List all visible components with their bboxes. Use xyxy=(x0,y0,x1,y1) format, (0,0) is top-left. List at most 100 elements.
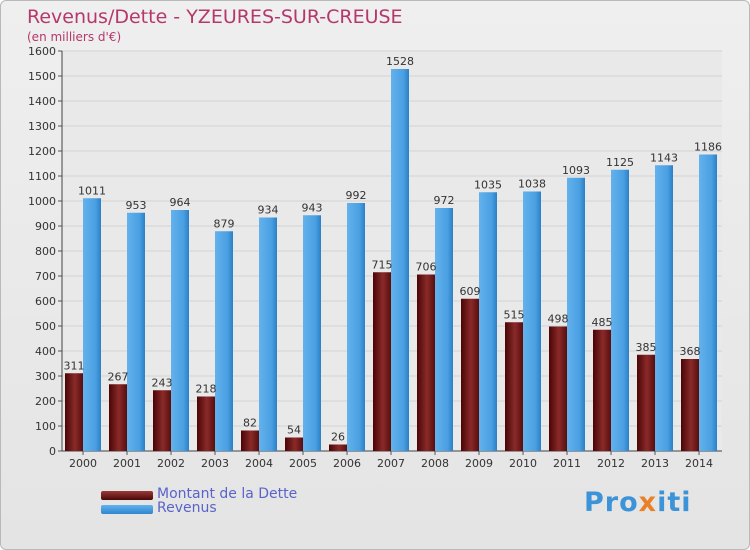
chart-title: Revenus/Dette - YZEURES-SUR-CREUSE xyxy=(27,6,403,28)
bar-revenue-2003 xyxy=(215,231,233,451)
bar-revenue-2008 xyxy=(435,208,453,451)
logo-text-x: x xyxy=(638,487,658,518)
bar-revenue-2011 xyxy=(567,177,585,451)
bar-revenue-2005 xyxy=(303,215,321,451)
data-label-revenue-2008: 972 xyxy=(434,194,455,207)
bar-debt-2001 xyxy=(109,384,127,451)
logo-text-end: iti xyxy=(657,487,692,518)
y-tick-label-0: 0 xyxy=(49,445,56,458)
y-tick-label-300: 300 xyxy=(35,370,56,383)
x-tick-label-2014: 2014 xyxy=(685,457,713,470)
legend-label-debt: Montant de la Dette xyxy=(157,486,298,502)
data-label-revenue-2006: 992 xyxy=(346,189,367,202)
x-tick-label-2010: 2010 xyxy=(509,457,537,470)
x-tick-label-2011: 2011 xyxy=(553,457,581,470)
bar-debt-2007 xyxy=(373,272,391,451)
y-tick-label-400: 400 xyxy=(35,345,56,358)
data-label-revenue-2014: 1186 xyxy=(694,141,722,154)
bar-debt-2010 xyxy=(505,322,523,451)
proxiti-logo: Proxiti xyxy=(584,487,692,518)
legend-swatch-debt xyxy=(101,491,153,500)
y-tick-label-800: 800 xyxy=(35,245,56,258)
bar-revenue-2013 xyxy=(655,165,673,451)
x-tick-label-2001: 2001 xyxy=(113,457,141,470)
y-tick-label-1100: 1100 xyxy=(28,170,56,183)
y-tick-label-100: 100 xyxy=(35,420,56,433)
x-tick-label-2012: 2012 xyxy=(597,457,625,470)
data-label-revenue-2010: 1038 xyxy=(518,178,546,191)
bar-revenue-2001 xyxy=(127,212,145,451)
bar-debt-2011 xyxy=(549,326,567,451)
data-label-debt-2014: 368 xyxy=(680,345,701,358)
y-tick-label-1600: 1600 xyxy=(28,45,56,58)
y-tick-label-1400: 1400 xyxy=(28,95,56,108)
y-tick-label-700: 700 xyxy=(35,270,56,283)
bar-debt-2009 xyxy=(461,298,479,451)
bar-debt-2013 xyxy=(637,354,655,451)
chart-subtitle: (en milliers d'€) xyxy=(27,30,122,44)
legend-label-revenue: Revenus xyxy=(157,500,217,516)
data-label-debt-2003: 218 xyxy=(196,383,217,396)
data-label-debt-2012: 485 xyxy=(592,316,613,329)
data-label-debt-2001: 267 xyxy=(108,370,129,383)
y-tick-label-1000: 1000 xyxy=(28,195,56,208)
x-tick-label-2008: 2008 xyxy=(421,457,449,470)
y-tick-label-600: 600 xyxy=(35,295,56,308)
bar-debt-2005 xyxy=(285,437,303,451)
bar-revenue-2014 xyxy=(699,154,717,451)
bar-revenue-2006 xyxy=(347,203,365,451)
data-label-revenue-2011: 1093 xyxy=(562,164,590,177)
x-tick-label-2005: 2005 xyxy=(289,457,317,470)
bar-debt-2000 xyxy=(65,373,83,451)
bar-debt-2006 xyxy=(329,444,347,451)
legend-swatch-revenue xyxy=(101,505,153,514)
data-label-revenue-2012: 1125 xyxy=(606,156,634,169)
data-label-revenue-2013: 1143 xyxy=(650,151,678,164)
bar-revenue-2000 xyxy=(83,198,101,451)
x-tick-label-2000: 2000 xyxy=(69,457,97,470)
data-label-debt-2000: 311 xyxy=(64,359,85,372)
x-tick-label-2009: 2009 xyxy=(465,457,493,470)
bar-revenue-2012 xyxy=(611,169,629,451)
bar-debt-2004 xyxy=(241,430,259,451)
data-label-debt-2004: 82 xyxy=(243,417,257,430)
y-tick-label-1300: 1300 xyxy=(28,120,56,133)
labels-layer: 0 100 200 300 400 500 600 700 800 900 1000 1100 1200… xyxy=(28,45,722,470)
bar-revenue-2009 xyxy=(479,192,497,451)
data-label-revenue-2005: 943 xyxy=(302,201,323,214)
data-label-debt-2010: 515 xyxy=(504,308,525,321)
data-label-debt-2013: 385 xyxy=(636,341,657,354)
data-label-revenue-2001: 953 xyxy=(126,199,147,212)
data-label-debt-2009: 609 xyxy=(460,285,481,298)
data-label-revenue-2007: 1528 xyxy=(386,55,414,68)
data-label-revenue-2000: 1011 xyxy=(78,184,106,197)
bar-debt-2008 xyxy=(417,274,435,451)
bars-layer xyxy=(65,69,717,451)
x-tick-label-2006: 2006 xyxy=(333,457,361,470)
logo-text-start: Pro xyxy=(584,487,639,518)
bar-revenue-2002 xyxy=(171,210,189,451)
x-tick-label-2013: 2013 xyxy=(641,457,669,470)
y-tick-label-1200: 1200 xyxy=(28,145,56,158)
data-label-debt-2007: 715 xyxy=(372,258,393,271)
data-label-revenue-2009: 1035 xyxy=(474,178,502,191)
data-label-debt-2011: 498 xyxy=(548,313,569,326)
x-tick-label-2002: 2002 xyxy=(157,457,185,470)
x-tick-label-2007: 2007 xyxy=(377,457,405,470)
bar-revenue-2007 xyxy=(391,69,409,451)
data-label-debt-2006: 26 xyxy=(331,431,345,444)
bar-debt-2003 xyxy=(197,396,215,451)
data-label-debt-2002: 243 xyxy=(152,376,173,389)
bar-revenue-2004 xyxy=(259,217,277,451)
bar-revenue-2010 xyxy=(523,191,541,451)
bar-debt-2002 xyxy=(153,390,171,451)
data-label-debt-2005: 54 xyxy=(287,424,301,437)
x-tick-label-2004: 2004 xyxy=(245,457,273,470)
y-tick-label-200: 200 xyxy=(35,395,56,408)
data-label-revenue-2003: 879 xyxy=(214,217,235,230)
y-tick-label-900: 900 xyxy=(35,220,56,233)
bar-debt-2012 xyxy=(593,329,611,451)
data-label-revenue-2002: 964 xyxy=(170,196,191,209)
